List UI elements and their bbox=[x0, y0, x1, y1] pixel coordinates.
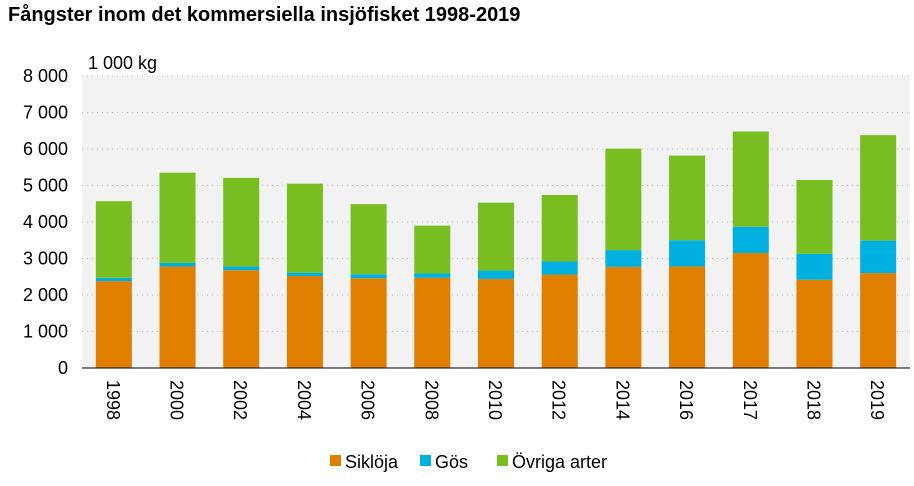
bar-segment-gös bbox=[286, 272, 323, 277]
y-tick-label: 5 000 bbox=[23, 176, 68, 196]
bar-segment-siklöja bbox=[796, 279, 833, 368]
chart-title: Fångster inom det kommersiella insjöfisk… bbox=[8, 4, 521, 26]
y-tick-label: 8 000 bbox=[23, 66, 68, 86]
bar-segment-siklöja bbox=[414, 277, 451, 368]
bar-segment-gös bbox=[860, 240, 897, 274]
x-tick-label: 2017 bbox=[740, 380, 760, 420]
bar-segment-siklöja bbox=[669, 266, 706, 368]
bar-segment-övriga-arter bbox=[286, 183, 323, 273]
bar-segment-siklöja bbox=[605, 266, 642, 368]
bar-segment-siklöja bbox=[541, 274, 578, 368]
legend: Siklöja Gös Övriga arter bbox=[330, 452, 607, 472]
legend-swatch bbox=[497, 455, 508, 466]
bar-segment-gös bbox=[414, 273, 451, 278]
bar-segment-siklöja bbox=[95, 281, 132, 368]
bar-segment-gös bbox=[732, 226, 769, 254]
bar-segment-gös bbox=[605, 250, 642, 267]
bar-segment-övriga-arter bbox=[478, 202, 514, 271]
x-tick-label: 2014 bbox=[612, 380, 632, 420]
x-tick-label: 2016 bbox=[676, 380, 696, 420]
legend-label: Siklöja bbox=[345, 452, 399, 472]
bar-segment-övriga-arter bbox=[541, 194, 578, 262]
y-axis-ticks: 0 1 000 2 000 3 000 4 000 5 000 6 000 7 000 8 00… bbox=[23, 66, 68, 378]
bar-segment-siklöja bbox=[860, 273, 897, 368]
gridlines bbox=[82, 75, 910, 332]
bar-segment-gös bbox=[669, 240, 706, 267]
bar-segment-gös bbox=[796, 253, 833, 280]
bar-segment-övriga-arter bbox=[796, 180, 833, 254]
bar-segment-övriga-arter bbox=[860, 135, 897, 241]
bar-segment-gös bbox=[159, 262, 196, 267]
bar-segment-övriga-arter bbox=[669, 155, 706, 241]
bar-segment-övriga-arter bbox=[414, 225, 451, 274]
bars bbox=[95, 131, 897, 368]
y-tick-label: 7 000 bbox=[23, 103, 68, 123]
bar-segment-övriga-arter bbox=[223, 177, 260, 267]
bar-segment-gös bbox=[350, 274, 387, 279]
x-tick-label: 2006 bbox=[358, 380, 378, 420]
bar-segment-siklöja bbox=[478, 278, 514, 368]
legend-item: Övriga arter bbox=[497, 452, 607, 472]
bar-segment-övriga-arter bbox=[350, 204, 387, 275]
bar-segment-gös bbox=[95, 277, 132, 282]
bar-segment-siklöja bbox=[350, 278, 387, 368]
legend-label: Övriga arter bbox=[512, 452, 607, 472]
bar-segment-siklöja bbox=[732, 253, 769, 368]
bar-segment-övriga-arter bbox=[159, 172, 196, 263]
bar-segment-gös bbox=[541, 261, 578, 275]
x-tick-label: 2012 bbox=[549, 380, 569, 420]
unit-label: 1 000 kg bbox=[88, 53, 157, 73]
bar-segment-gös bbox=[478, 270, 514, 279]
bar-segment-siklöja bbox=[223, 270, 260, 368]
x-tick-label: 2004 bbox=[294, 380, 314, 420]
legend-item: Siklöja bbox=[330, 452, 399, 472]
legend-swatch bbox=[330, 455, 341, 466]
bar-segment-övriga-arter bbox=[605, 148, 642, 251]
y-tick-label: 6 000 bbox=[23, 139, 68, 159]
x-tick-label: 1998 bbox=[103, 380, 123, 420]
legend-label: Gös bbox=[435, 452, 468, 472]
y-tick-label: 1 000 bbox=[23, 322, 68, 342]
x-tick-label: 2002 bbox=[230, 380, 250, 420]
x-tick-label: 2000 bbox=[167, 380, 187, 420]
bar-segment-övriga-arter bbox=[732, 131, 769, 227]
y-tick-label: 4 000 bbox=[23, 212, 68, 232]
x-tick-label: 2010 bbox=[485, 380, 505, 420]
x-tick-label: 2019 bbox=[867, 380, 887, 420]
legend-item: Gös bbox=[420, 452, 468, 472]
x-tick-label: 2018 bbox=[803, 380, 823, 420]
y-tick-label: 2 000 bbox=[23, 285, 68, 305]
x-axis-ticks: 1998 2000 2002 2004 2006 2008 2010 2012 2014 2016… bbox=[103, 380, 887, 420]
legend-swatch bbox=[420, 455, 431, 466]
y-tick-label: 0 bbox=[58, 358, 68, 378]
x-tick-label: 2008 bbox=[421, 380, 441, 420]
bar-segment-gös bbox=[223, 266, 260, 271]
y-tick-label: 3 000 bbox=[23, 249, 68, 269]
bar-segment-övriga-arter bbox=[95, 201, 132, 278]
bar-segment-siklöja bbox=[159, 266, 196, 368]
bar-segment-siklöja bbox=[286, 276, 323, 368]
